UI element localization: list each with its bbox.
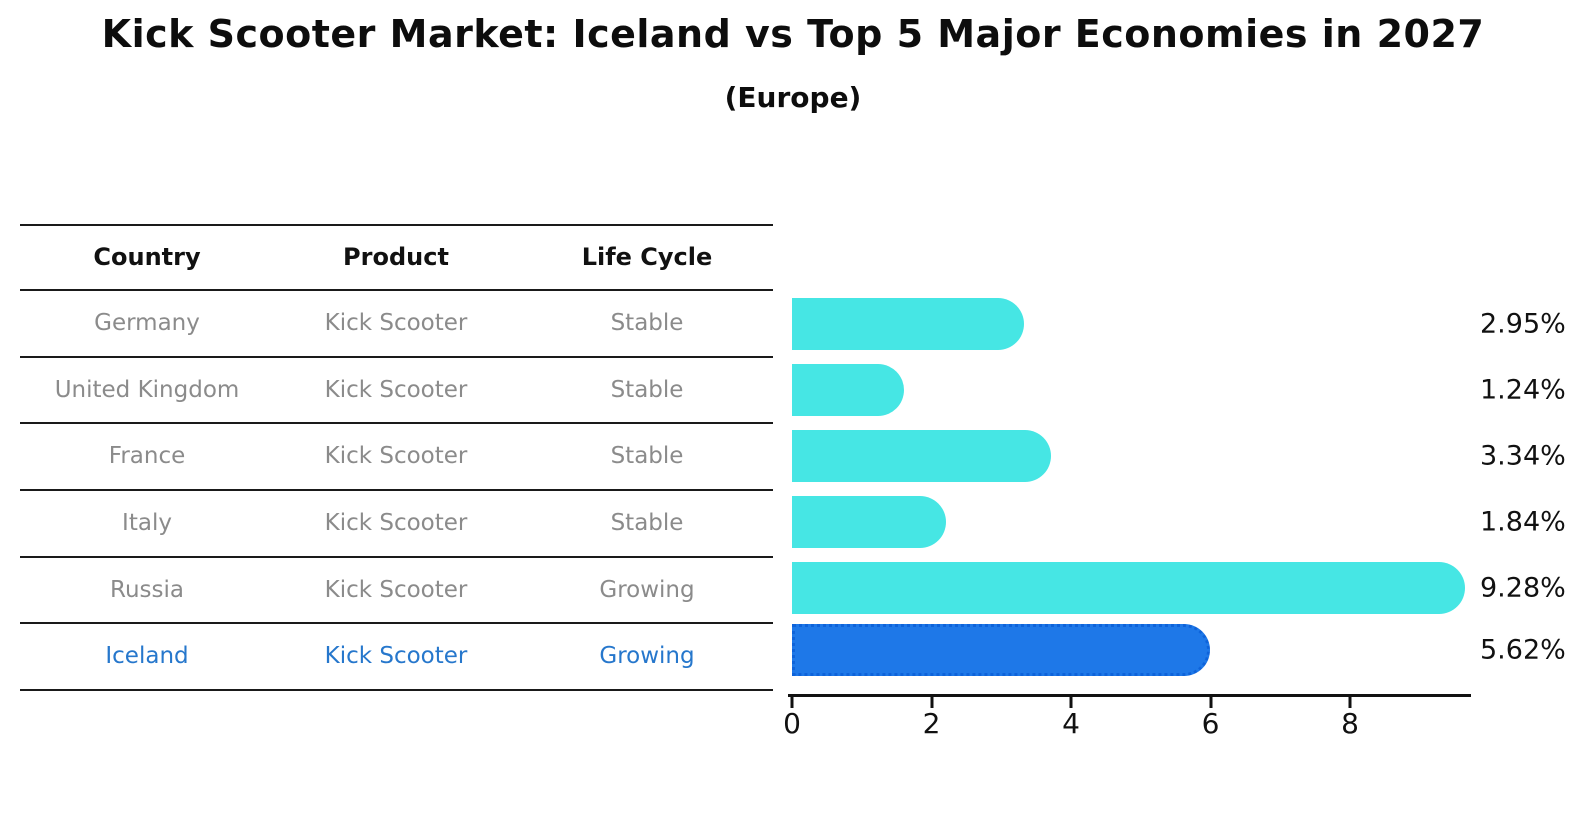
cell-country-italy: Italy bbox=[122, 510, 172, 536]
cell-product-france: Kick Scooter bbox=[324, 443, 468, 469]
cell-country-russia: Russia bbox=[110, 577, 184, 603]
cell-product-germany: Kick Scooter bbox=[324, 310, 468, 336]
value-label-germany: 2.95% bbox=[1480, 308, 1566, 340]
table-divider bbox=[20, 422, 773, 424]
chart-subtitle: (Europe) bbox=[724, 81, 862, 114]
cell-country-iceland: Iceland bbox=[105, 643, 189, 669]
table-divider bbox=[20, 556, 773, 558]
table-divider bbox=[20, 224, 773, 226]
x-axis-tick-label: 0 bbox=[783, 707, 801, 740]
value-label-russia: 9.28% bbox=[1480, 572, 1566, 604]
column-header-product: Product bbox=[343, 243, 449, 271]
cell-country-germany: Germany bbox=[94, 310, 200, 336]
bar-france bbox=[792, 430, 1051, 482]
table-divider bbox=[20, 689, 773, 691]
x-axis-tick-label: 8 bbox=[1341, 707, 1359, 740]
x-axis-tick bbox=[1209, 697, 1212, 708]
x-axis-tick bbox=[790, 697, 794, 708]
bar-russia bbox=[792, 562, 1466, 614]
value-label-iceland: 5.62% bbox=[1480, 634, 1566, 666]
x-axis-tick bbox=[930, 697, 933, 708]
table-divider bbox=[20, 289, 773, 291]
cell-product-italy: Kick Scooter bbox=[324, 510, 468, 536]
cell-lifecycle-italy: Stable bbox=[610, 510, 684, 536]
column-header-life-cycle: Life Cycle bbox=[581, 243, 713, 271]
value-label-united-kingdom: 1.24% bbox=[1480, 374, 1566, 406]
value-label-france: 3.34% bbox=[1480, 440, 1566, 472]
cell-lifecycle-russia: Growing bbox=[599, 577, 695, 603]
x-axis-tick-label: 2 bbox=[922, 707, 941, 740]
cell-lifecycle-iceland: Growing bbox=[599, 643, 695, 669]
cell-country-france: France bbox=[108, 443, 186, 469]
table-divider bbox=[20, 356, 773, 358]
cell-lifecycle-france: Stable bbox=[610, 443, 684, 469]
table-divider bbox=[20, 622, 773, 624]
chart-title: Kick Scooter Market: Iceland vs Top 5 Ma… bbox=[101, 12, 1485, 56]
bar-iceland-highlight bbox=[792, 624, 1210, 676]
value-label-italy: 1.84% bbox=[1480, 506, 1566, 538]
x-axis-tick bbox=[1348, 697, 1352, 708]
x-axis-tick-label: 4 bbox=[1062, 707, 1080, 740]
bar-germany bbox=[792, 298, 1024, 350]
cell-product-united-kingdom: Kick Scooter bbox=[324, 377, 468, 403]
cell-lifecycle-united-kingdom: Stable bbox=[610, 377, 684, 403]
x-axis-line bbox=[788, 694, 1471, 697]
cell-product-russia: Kick Scooter bbox=[324, 577, 468, 603]
cell-lifecycle-germany: Stable bbox=[610, 310, 684, 336]
cell-country-united-kingdom: United Kingdom bbox=[54, 377, 240, 403]
table-divider bbox=[20, 489, 773, 491]
x-axis-tick bbox=[1069, 697, 1073, 708]
x-axis-tick-label: 6 bbox=[1201, 707, 1220, 740]
bar-italy bbox=[792, 496, 947, 548]
bar-united-kingdom bbox=[792, 364, 905, 416]
column-header-country: Country bbox=[93, 243, 201, 271]
cell-product-iceland: Kick Scooter bbox=[324, 643, 468, 669]
